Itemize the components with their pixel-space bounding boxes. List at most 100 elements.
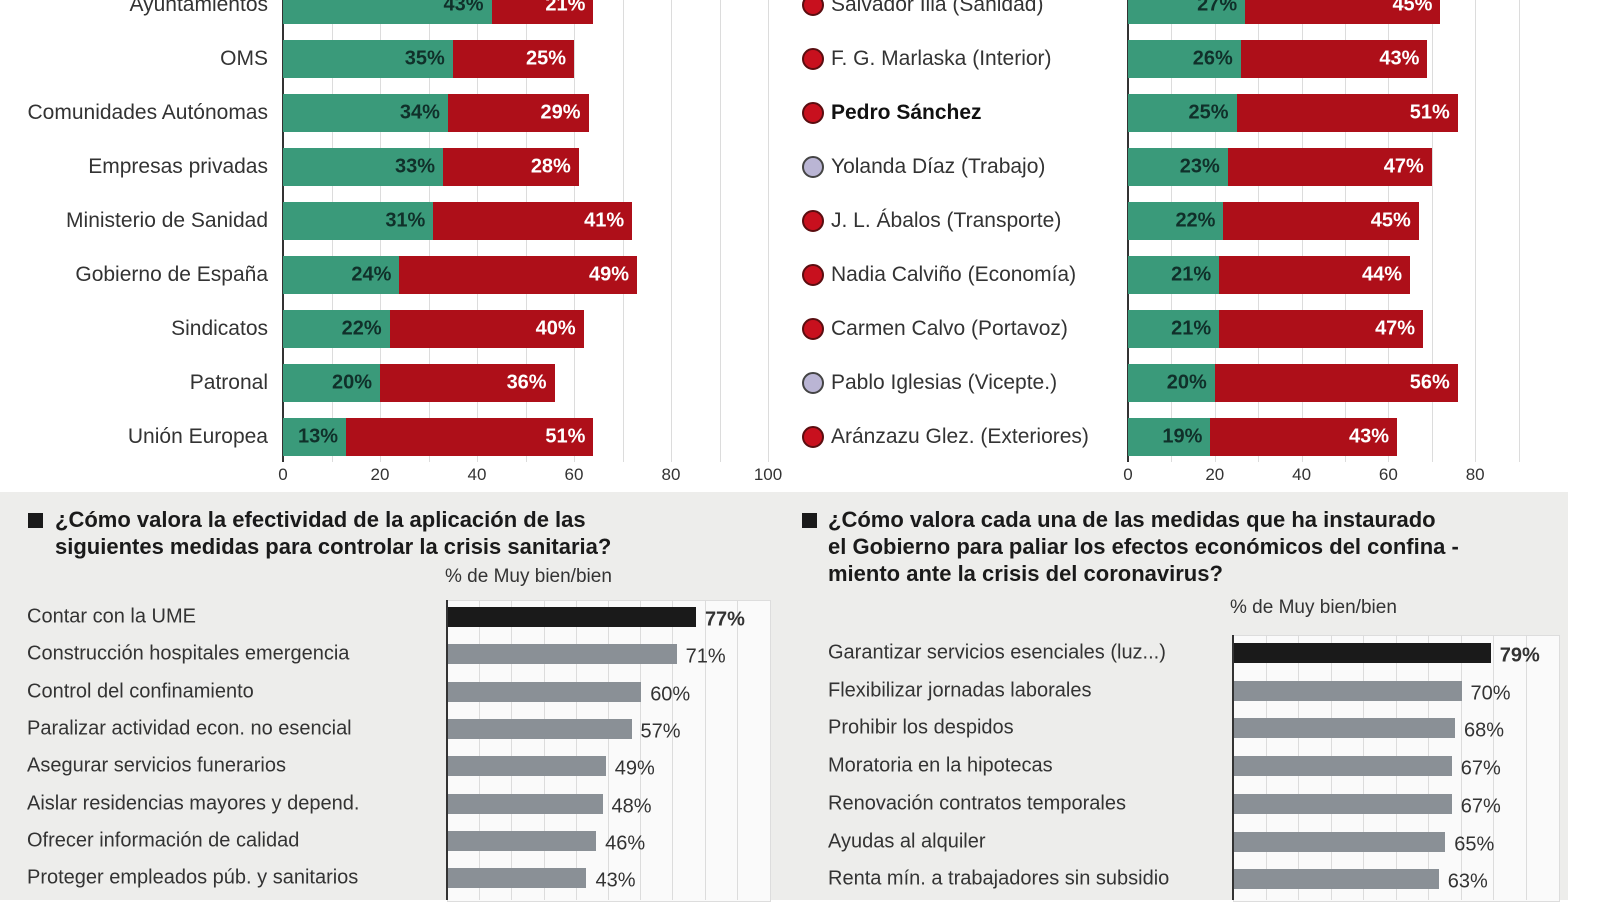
category-label: Sindicatos bbox=[171, 317, 268, 340]
gridline bbox=[1518, 0, 1520, 462]
gridline bbox=[543, 600, 545, 900]
bar-value-label: 25% bbox=[1188, 101, 1229, 124]
category-label: Moratoria en la hipotecas bbox=[828, 754, 1053, 777]
negative-bar-segment: 36% bbox=[380, 364, 555, 402]
category-label: Unión Europea bbox=[127, 425, 268, 448]
bar-value-label: 63% bbox=[1447, 870, 1488, 893]
bar-value-label: 65% bbox=[1454, 833, 1495, 855]
gridline bbox=[640, 600, 642, 900]
bar bbox=[1234, 756, 1452, 777]
party-dot-icon bbox=[802, 102, 824, 124]
category-label: Aislar residencias mayores y depend. bbox=[27, 792, 360, 814]
x-tick-label: 60 bbox=[564, 465, 584, 484]
x-tick-label: 20 bbox=[1205, 465, 1225, 484]
gridline bbox=[608, 600, 609, 900]
highlight-bar bbox=[1234, 643, 1491, 663]
bar-value-label: 20% bbox=[1166, 371, 1207, 394]
bar-value-label: 21% bbox=[1171, 263, 1212, 286]
bar-value-label: 21% bbox=[545, 0, 586, 16]
negative-bar-segment: 51% bbox=[346, 418, 594, 456]
positive-bar-segment: 27% bbox=[1128, 0, 1246, 24]
category-label: Renovación contratos temporales bbox=[828, 792, 1126, 815]
category-label: Flexibilizar jornadas laborales bbox=[828, 679, 1092, 702]
bar-value-label: 77% bbox=[704, 608, 745, 631]
bar-value-label: 20% bbox=[331, 371, 372, 394]
gridline bbox=[704, 600, 706, 900]
negative-bar-segment: 56% bbox=[1214, 364, 1458, 402]
category-label: Prohibir los despidos bbox=[828, 716, 1014, 739]
bar-value-label: 68% bbox=[1464, 719, 1505, 742]
positive-bar-segment: 20% bbox=[283, 364, 380, 402]
bar bbox=[1234, 869, 1439, 890]
bar-value-label: 45% bbox=[1370, 209, 1411, 232]
negative-bar-segment: 40% bbox=[389, 310, 584, 348]
bar-value-label: 31% bbox=[385, 209, 426, 232]
category-label: Garantizar servicios esenciales (luz...) bbox=[828, 641, 1166, 664]
bar-value-label: 24% bbox=[351, 263, 392, 286]
x-tick-label: 40 bbox=[467, 465, 487, 484]
bar-value-label: 26% bbox=[1192, 47, 1233, 70]
chart-title-line: miento ante la crisis del coronavirus? bbox=[828, 561, 1223, 586]
chart-subtitle: % de Muy bien/bien bbox=[445, 566, 612, 587]
bar-value-label: 71% bbox=[685, 645, 726, 668]
positive-bar-segment: 19% bbox=[1128, 418, 1211, 456]
bar-value-label: 51% bbox=[1409, 101, 1450, 124]
category-label: Yolanda Díaz (Trabajo) bbox=[831, 155, 1046, 178]
category-label: Asegurar servicios funerarios bbox=[27, 754, 286, 777]
positive-bar-segment: 43% bbox=[283, 0, 492, 24]
bar-value-label: 67% bbox=[1460, 795, 1501, 818]
positive-bar-segment: 23% bbox=[1128, 148, 1228, 186]
x-tick-label: 80 bbox=[661, 465, 681, 484]
x-tick-label: 80 bbox=[1465, 465, 1485, 484]
gridline bbox=[768, 0, 769, 462]
chart-title-line: el Gobierno para paliar los efectos econ… bbox=[828, 534, 1459, 559]
bar-value-label: 22% bbox=[341, 317, 382, 340]
category-label: Pedro Sánchez bbox=[831, 101, 982, 124]
section-bullet-icon bbox=[28, 513, 43, 528]
bar-value-label: 13% bbox=[298, 425, 339, 448]
category-label: Proteger empleados púb. y sanitarios bbox=[27, 866, 359, 889]
y-axis-line bbox=[446, 600, 448, 900]
positive-bar-segment: 21% bbox=[1128, 256, 1220, 294]
x-tick-label: 60 bbox=[1378, 465, 1398, 484]
negative-bar-segment: 47% bbox=[1219, 310, 1424, 348]
highlight-bar bbox=[448, 607, 696, 627]
x-tick-label: 40 bbox=[1292, 465, 1312, 484]
bar-value-label: 43% bbox=[443, 0, 484, 16]
bar bbox=[448, 644, 677, 665]
category-label: Empresas privadas bbox=[88, 155, 268, 178]
bar-value-label: 48% bbox=[611, 795, 652, 817]
category-label: Carmen Calvo (Portavoz) bbox=[831, 317, 1068, 340]
gridline bbox=[1475, 0, 1477, 462]
positive-bar-segment: 20% bbox=[1128, 364, 1215, 402]
gridline bbox=[1431, 0, 1433, 462]
bar-value-label: 25% bbox=[525, 47, 566, 70]
party-dot-icon bbox=[802, 372, 824, 394]
positive-bar-segment: 22% bbox=[1128, 202, 1224, 240]
category-label: Nadia Calviño (Economía) bbox=[831, 263, 1077, 286]
gridline bbox=[1460, 635, 1462, 900]
bar bbox=[448, 868, 587, 889]
party-dot-icon bbox=[802, 264, 824, 286]
category-label: J. L. Ábalos (Transporte) bbox=[831, 209, 1062, 232]
bar-value-label: 40% bbox=[535, 317, 576, 340]
bar-value-label: 51% bbox=[545, 425, 586, 448]
chart-title-line: ¿Cómo valora la efectividad de la aplica… bbox=[55, 507, 586, 532]
bar-value-label: 79% bbox=[1499, 644, 1540, 667]
category-label: Gobierno de España bbox=[75, 263, 268, 286]
negative-bar-segment: 51% bbox=[1236, 94, 1458, 132]
bar-value-label: 67% bbox=[1460, 757, 1501, 780]
category-label: Renta mín. a trabajadores sin subsidio bbox=[828, 867, 1170, 890]
x-tick-label: 100 bbox=[753, 465, 783, 484]
positive-bar-segment: 26% bbox=[1128, 40, 1241, 78]
bar-value-label: 43% bbox=[1379, 47, 1420, 70]
gridline bbox=[672, 600, 674, 900]
bar bbox=[1234, 793, 1452, 814]
bar-value-label: 60% bbox=[650, 683, 691, 706]
bar bbox=[448, 718, 632, 739]
category-label: Pablo Iglesias (Vicepte.) bbox=[831, 371, 1058, 394]
gridline bbox=[671, 0, 672, 462]
chart-title-line: ¿Cómo valora cada una de las medidas que… bbox=[828, 507, 1436, 532]
category-label: Salvador Illa (Sanidad) bbox=[831, 0, 1044, 16]
negative-bar-segment: 28% bbox=[443, 148, 579, 186]
